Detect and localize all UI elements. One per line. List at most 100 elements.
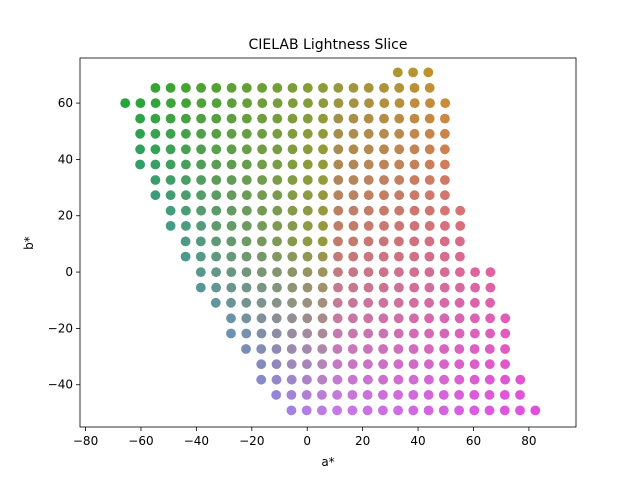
- data-point: [287, 297, 297, 308]
- data-point: [379, 128, 389, 139]
- data-point: [363, 236, 374, 247]
- data-point: [318, 221, 328, 231]
- data-point: [454, 297, 465, 308]
- data-point: [226, 128, 237, 139]
- data-point: [394, 236, 404, 247]
- data-point: [439, 236, 450, 247]
- data-point: [363, 113, 374, 124]
- data-point: [181, 190, 191, 201]
- data-point: [211, 236, 222, 247]
- data-point: [484, 405, 495, 416]
- data-point: [181, 221, 191, 231]
- data-point: [241, 328, 252, 339]
- data-point: [333, 221, 344, 231]
- data-point: [379, 205, 389, 216]
- data-point: [317, 251, 328, 262]
- data-point: [409, 297, 419, 308]
- data-point: [211, 190, 222, 201]
- data-point: [333, 98, 344, 108]
- data-point: [424, 297, 434, 308]
- data-point: [271, 374, 282, 385]
- data-point: [394, 128, 405, 139]
- data-point: [348, 144, 359, 155]
- data-point: [287, 144, 298, 155]
- data-point: [257, 190, 267, 201]
- data-point: [394, 267, 404, 277]
- data-point: [378, 236, 389, 247]
- data-point: [226, 267, 237, 277]
- data-point: [424, 328, 434, 339]
- data-point: [409, 221, 420, 231]
- data-point: [317, 390, 327, 400]
- data-point: [423, 67, 434, 78]
- data-point: [379, 144, 389, 155]
- data-point: [348, 221, 359, 231]
- data-point: [256, 313, 267, 324]
- data-point: [211, 98, 222, 108]
- data-point: [363, 282, 374, 293]
- data-point: [438, 405, 449, 416]
- data-point: [332, 297, 343, 308]
- data-point: [378, 328, 389, 339]
- data-point: [272, 267, 282, 277]
- data-point: [424, 190, 435, 201]
- data-point: [499, 390, 510, 400]
- data-point: [378, 374, 388, 385]
- data-point: [180, 236, 191, 247]
- data-point: [302, 221, 313, 231]
- data-point: [318, 128, 328, 139]
- data-point: [120, 98, 131, 108]
- data-point: [150, 128, 161, 139]
- data-point: [241, 128, 252, 139]
- data-point: [181, 144, 191, 155]
- data-point: [393, 297, 404, 308]
- data-point: [379, 175, 389, 185]
- data-point: [165, 128, 176, 139]
- data-point: [257, 175, 267, 185]
- data-point: [454, 374, 465, 385]
- data-point: [241, 144, 252, 155]
- data-point: [409, 236, 420, 247]
- data-point: [166, 98, 176, 108]
- x-tick-label: −20: [239, 434, 264, 448]
- data-point: [348, 113, 359, 124]
- data-point: [409, 159, 420, 170]
- data-point: [378, 390, 388, 400]
- data-point: [485, 313, 495, 324]
- data-point: [302, 190, 313, 201]
- data-point: [363, 374, 373, 385]
- data-point: [241, 83, 252, 93]
- data-point: [439, 359, 449, 370]
- data-point: [333, 83, 344, 93]
- data-point: [226, 83, 237, 93]
- data-point: [440, 205, 450, 216]
- data-point: [469, 405, 480, 416]
- data-point: [424, 359, 434, 370]
- data-point: [440, 144, 450, 155]
- data-point: [318, 113, 328, 124]
- data-point: [196, 83, 207, 93]
- data-point: [241, 159, 252, 170]
- data-point: [394, 221, 405, 231]
- data-point: [165, 83, 176, 93]
- y-axis-label: b*: [22, 236, 36, 250]
- data-point: [484, 390, 495, 400]
- data-point: [287, 205, 298, 216]
- data-point: [226, 328, 236, 339]
- data-point: [302, 128, 313, 139]
- data-point: [195, 282, 206, 293]
- data-point: [363, 313, 374, 324]
- data-point: [181, 113, 191, 124]
- data-point: [348, 175, 359, 185]
- data-point: [272, 175, 283, 185]
- data-point: [195, 251, 206, 262]
- y-tick-label: 0: [65, 265, 73, 279]
- data-point: [363, 83, 374, 93]
- data-point: [301, 405, 312, 416]
- data-point: [409, 175, 420, 185]
- data-point: [256, 328, 267, 339]
- data-point: [272, 221, 283, 231]
- data-point: [409, 190, 420, 201]
- data-point: [348, 328, 358, 339]
